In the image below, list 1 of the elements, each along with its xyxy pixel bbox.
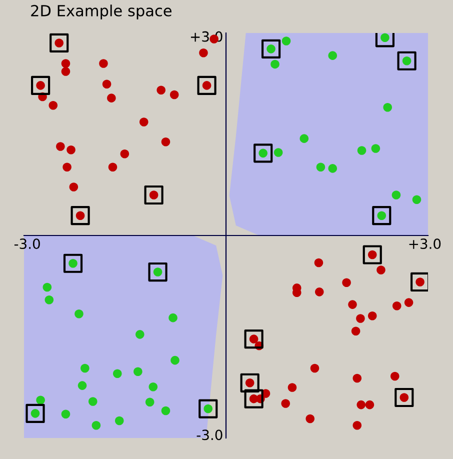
chart-title: 2D Example space [31, 4, 172, 20]
